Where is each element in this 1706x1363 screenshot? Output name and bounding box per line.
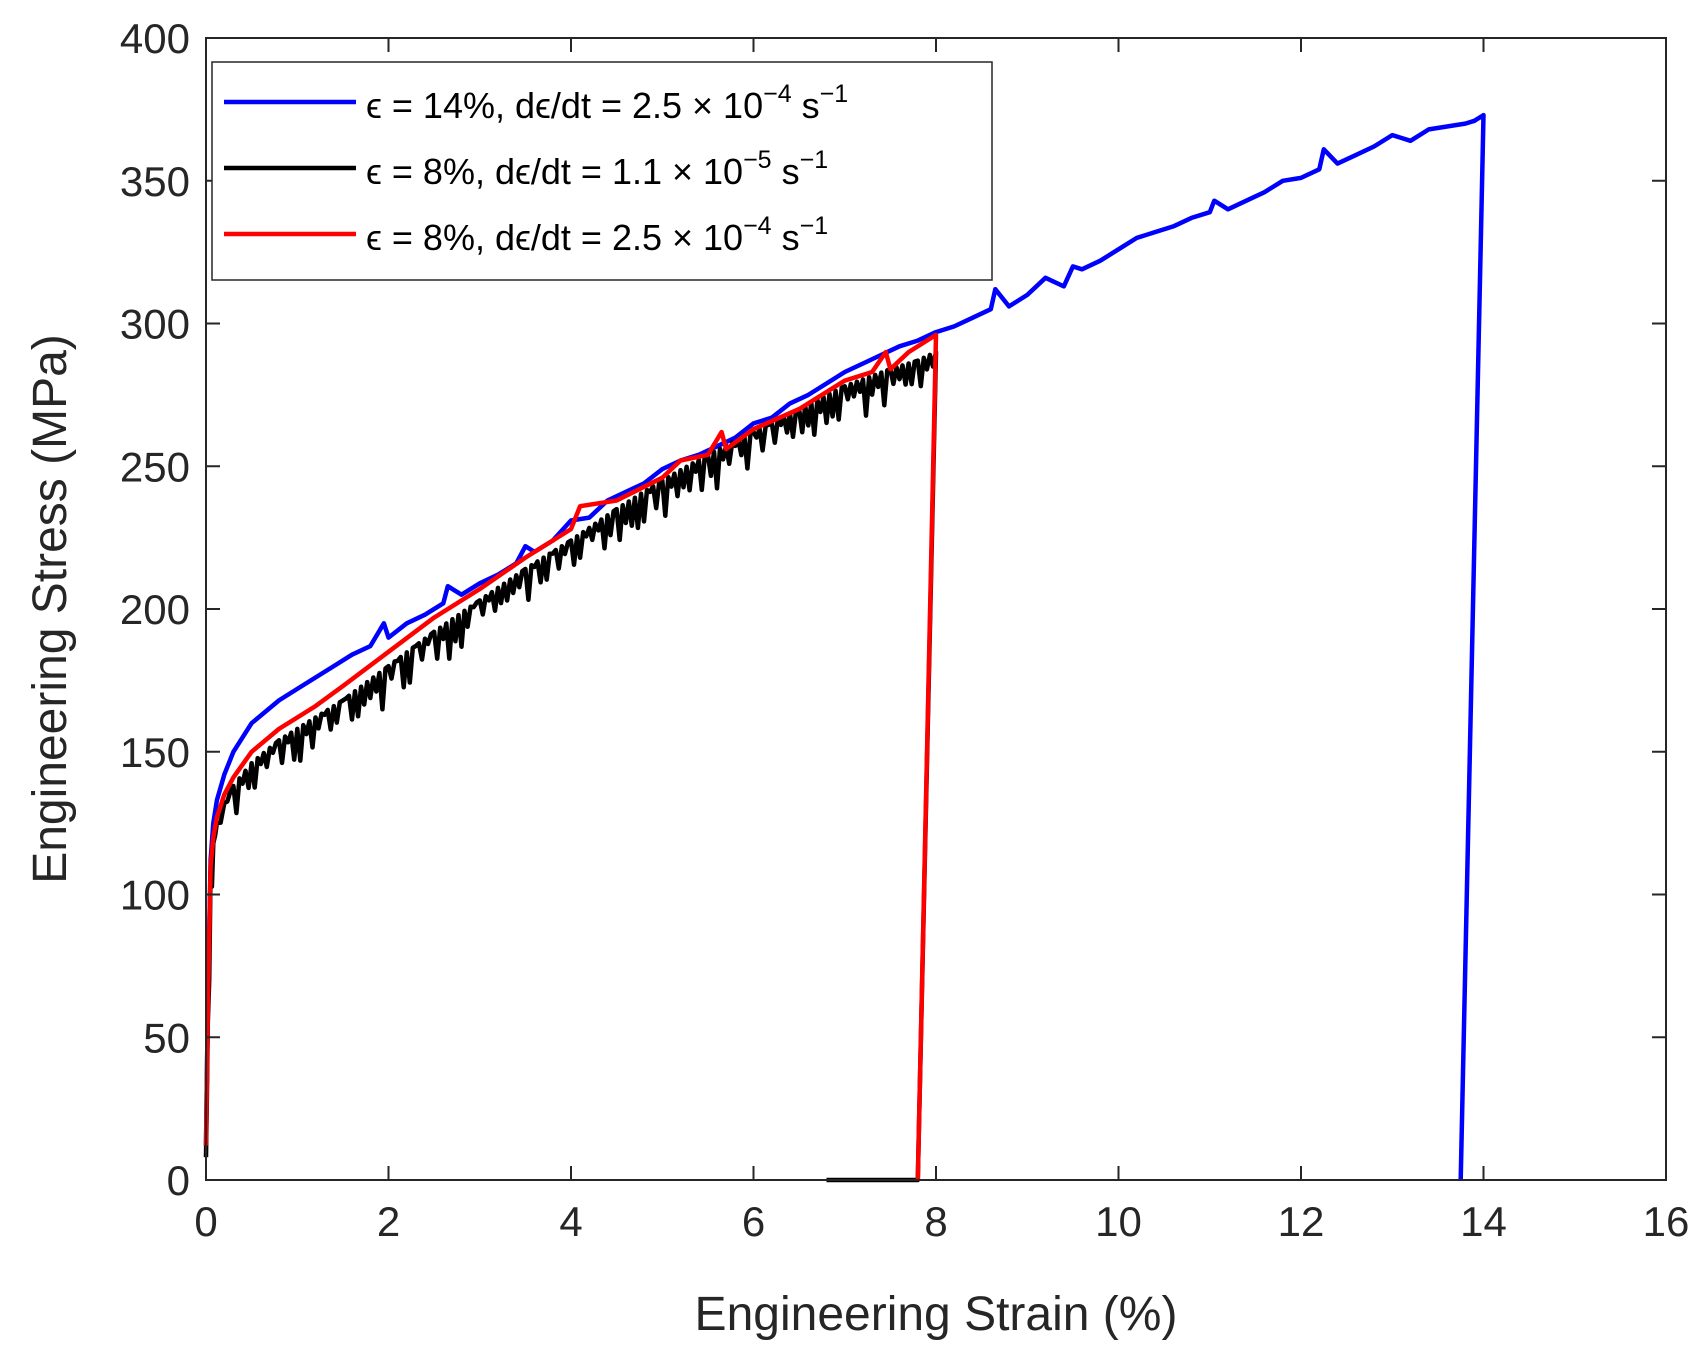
series-line-1 [203,112,1486,1181]
legend-label-3: ϵ = 8%, dϵ/dt = 2.5 × 10−4 s−1 [366,212,828,258]
series-layer [203,112,1486,1183]
legend-label-1: ϵ = 14%, dϵ/dt = 2.5 × 10−4 s−1 [366,80,848,126]
x-tick-label: 12 [1278,1198,1325,1245]
y-tick-label: 300 [120,301,190,348]
y-tick-label: 150 [120,729,190,776]
x-axis-label: Engineering Strain (%) [695,1288,1178,1341]
y-tick-label: 50 [143,1014,190,1061]
legend: ϵ = 14%, dϵ/dt = 2.5 × 10−4 s−1 ϵ = 8%, d… [211,61,993,281]
x-tick-label: 0 [194,1198,217,1245]
y-tick-label: 350 [120,158,190,205]
legend-label-2: ϵ = 8%, dϵ/dt = 1.1 × 10−5 s−1 [366,146,828,192]
x-tick-label: 8 [924,1198,947,1245]
ticks-layer: 0 2 4 6 8 10 12 14 16 0 50 100 150 200 250 300 350 400 [120,15,1689,1245]
series-line-3 [203,332,939,1181]
x-tick-label: 10 [1095,1198,1142,1245]
y-axis-label: Engineering Stress (MPa) [24,334,77,884]
x-tick-label: 4 [559,1198,582,1245]
series-line-2 [203,349,939,1183]
y-tick-label: 200 [120,586,190,633]
y-tick-label: 0 [167,1157,190,1204]
y-tick-label: 400 [120,15,190,62]
legend-box [211,61,993,281]
y-tick-label: 250 [120,443,190,490]
x-tick-label: 14 [1460,1198,1507,1245]
x-tick-label: 2 [377,1198,400,1245]
y-tick-label: 100 [120,872,190,919]
x-tick-label: 6 [742,1198,765,1245]
x-tick-label: 16 [1643,1198,1690,1245]
